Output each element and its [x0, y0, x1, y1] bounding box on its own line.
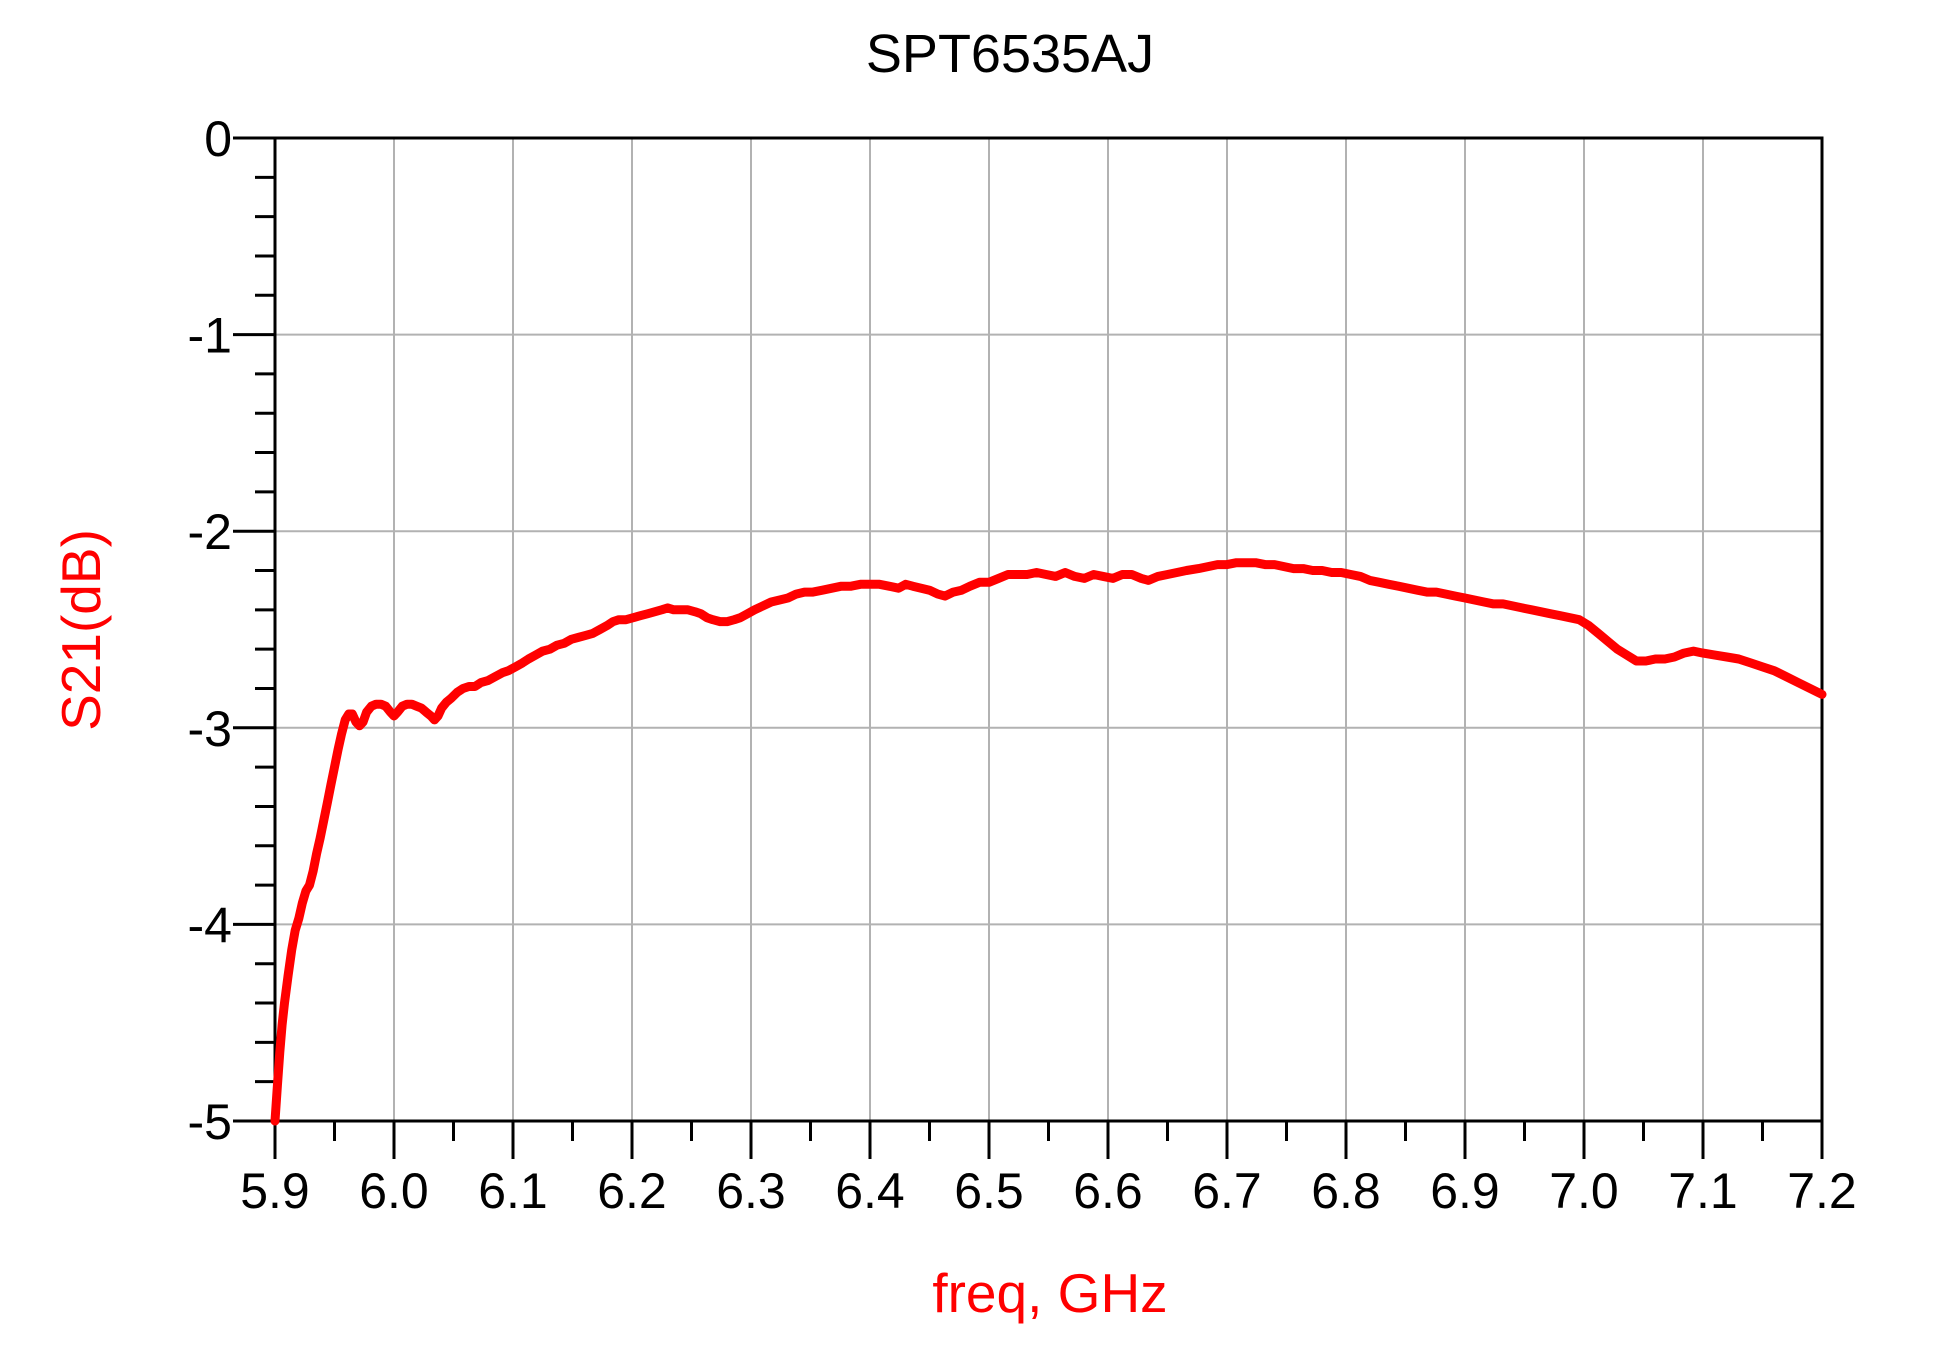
- x-tick-label: 6.9: [1430, 1163, 1500, 1219]
- y-tick-labels: 0 -1 -2 -3 -4 -5: [188, 111, 232, 1150]
- y-tick-label: -4: [188, 897, 232, 953]
- y-tick-label: -3: [188, 701, 232, 757]
- x-tick-label: 6.2: [597, 1163, 667, 1219]
- x-tick-label: 6.3: [716, 1163, 786, 1219]
- gridlines: [275, 138, 1822, 1121]
- x-tick-label: 6.6: [1073, 1163, 1143, 1219]
- y-tick-label: 0: [204, 111, 232, 167]
- x-tick-label: 7.1: [1668, 1163, 1738, 1219]
- chart-title: SPT6535AJ: [866, 24, 1154, 84]
- axis-ticks: [233, 136, 1824, 1159]
- x-tick-labels: 5.9 6.0 6.1 6.2 6.3 6.4 6.5 6.6 6.7 6.8 6.9 7.0 7.1 7…: [240, 1163, 1857, 1219]
- x-tick-label: 7.0: [1549, 1163, 1619, 1219]
- x-tick-label: 6.7: [1192, 1163, 1262, 1219]
- curve-S21(dB): [270, 558, 1827, 1126]
- x-axis-label: freq, GHz: [932, 1262, 1167, 1324]
- x-tick-label: 6.4: [835, 1163, 905, 1219]
- y-axis-label: S21(dB): [50, 529, 112, 731]
- x-tick-label: 5.9: [240, 1163, 310, 1219]
- x-tick-label: 6.0: [359, 1163, 429, 1219]
- y-tick-label: -1: [188, 308, 232, 364]
- y-tick-label: -2: [188, 504, 232, 560]
- s21-curve: [270, 558, 1827, 1126]
- x-tick-label: 6.8: [1311, 1163, 1381, 1219]
- x-tick-label: 6.1: [478, 1163, 548, 1219]
- x-tick-label: 6.5: [954, 1163, 1024, 1219]
- y-tick-label: -5: [188, 1094, 232, 1150]
- x-tick-label: 7.2: [1787, 1163, 1857, 1219]
- plot-area: [273, 136, 1824, 1123]
